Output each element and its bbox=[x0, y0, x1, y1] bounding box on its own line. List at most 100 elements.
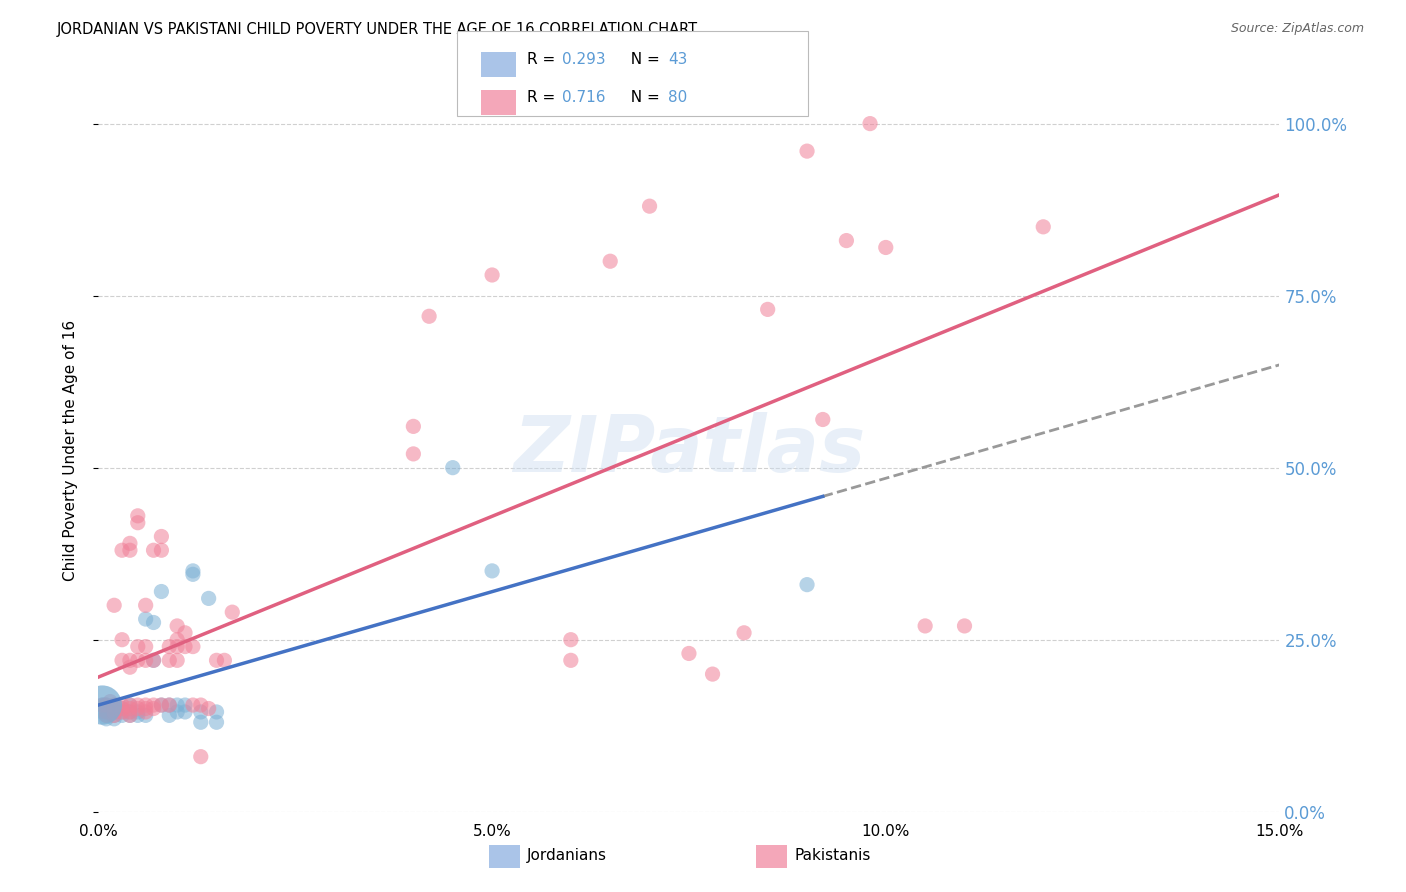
Point bbox=[103, 599, 125, 613]
Point bbox=[560, 632, 582, 647]
Text: ZIPatlas: ZIPatlas bbox=[513, 412, 865, 489]
Text: Pakistanis: Pakistanis bbox=[794, 848, 870, 863]
Point bbox=[135, 698, 157, 712]
Point bbox=[157, 698, 180, 712]
Point bbox=[135, 599, 157, 613]
Point bbox=[111, 632, 134, 647]
Point bbox=[118, 698, 141, 712]
Point bbox=[418, 310, 440, 324]
Point bbox=[796, 577, 818, 591]
Point bbox=[118, 543, 141, 558]
Point bbox=[103, 708, 125, 723]
Text: 0.716: 0.716 bbox=[562, 90, 606, 104]
Point bbox=[733, 625, 755, 640]
Point bbox=[127, 516, 149, 530]
Point bbox=[96, 705, 118, 719]
Point bbox=[98, 705, 121, 719]
Point bbox=[190, 698, 212, 712]
Point bbox=[190, 715, 212, 730]
Point bbox=[953, 619, 976, 633]
Point bbox=[150, 584, 173, 599]
Point bbox=[96, 712, 118, 726]
Text: 43: 43 bbox=[668, 52, 688, 67]
Point bbox=[181, 567, 204, 582]
Point bbox=[118, 698, 141, 712]
Point bbox=[96, 698, 118, 712]
Point bbox=[127, 653, 149, 667]
Point bbox=[756, 302, 779, 317]
Text: R =: R = bbox=[527, 52, 561, 67]
Point bbox=[142, 653, 165, 667]
Point bbox=[103, 708, 125, 723]
Point bbox=[221, 605, 243, 619]
Point bbox=[174, 698, 197, 712]
Point bbox=[91, 705, 114, 719]
Point bbox=[118, 536, 141, 550]
Point bbox=[127, 508, 149, 523]
Point bbox=[103, 698, 125, 712]
Point bbox=[118, 660, 141, 674]
Text: R =: R = bbox=[527, 90, 561, 104]
Point bbox=[481, 564, 503, 578]
Point bbox=[111, 543, 134, 558]
Text: JORDANIAN VS PAKISTANI CHILD POVERTY UNDER THE AGE OF 16 CORRELATION CHART: JORDANIAN VS PAKISTANI CHILD POVERTY UND… bbox=[56, 22, 697, 37]
Point bbox=[118, 708, 141, 723]
Point bbox=[166, 653, 188, 667]
Point bbox=[560, 653, 582, 667]
Point bbox=[111, 705, 134, 719]
Point bbox=[118, 705, 141, 719]
Point bbox=[638, 199, 661, 213]
Point bbox=[859, 117, 882, 131]
Point bbox=[142, 653, 165, 667]
Point bbox=[98, 695, 121, 709]
Point bbox=[98, 701, 121, 715]
Point bbox=[91, 698, 114, 712]
Point bbox=[174, 705, 197, 719]
Text: 0.293: 0.293 bbox=[562, 52, 606, 67]
Point bbox=[103, 705, 125, 719]
Point bbox=[174, 640, 197, 654]
Point bbox=[103, 712, 125, 726]
Text: N =: N = bbox=[621, 52, 665, 67]
Point bbox=[135, 701, 157, 715]
Text: 80: 80 bbox=[668, 90, 688, 104]
Point bbox=[127, 705, 149, 719]
Text: Jordanians: Jordanians bbox=[527, 848, 607, 863]
Point bbox=[127, 640, 149, 654]
Point bbox=[914, 619, 936, 633]
Point bbox=[91, 698, 114, 712]
Point bbox=[96, 705, 118, 719]
Text: Source: ZipAtlas.com: Source: ZipAtlas.com bbox=[1230, 22, 1364, 36]
Point bbox=[197, 591, 219, 606]
Point bbox=[174, 625, 197, 640]
Point bbox=[811, 412, 834, 426]
Point bbox=[142, 701, 165, 715]
Point bbox=[135, 708, 157, 723]
Point bbox=[190, 705, 212, 719]
Point bbox=[111, 698, 134, 712]
Point bbox=[96, 698, 118, 712]
Point bbox=[142, 698, 165, 712]
Point bbox=[166, 619, 188, 633]
Point bbox=[702, 667, 724, 681]
Point bbox=[91, 698, 114, 712]
Point bbox=[166, 632, 188, 647]
Point bbox=[402, 419, 425, 434]
Point bbox=[96, 708, 118, 723]
Point bbox=[214, 653, 236, 667]
Point bbox=[118, 701, 141, 715]
Point bbox=[111, 653, 134, 667]
Point bbox=[135, 653, 157, 667]
Point bbox=[402, 447, 425, 461]
Point bbox=[181, 698, 204, 712]
Point bbox=[93, 698, 115, 712]
Point bbox=[118, 705, 141, 719]
Point bbox=[118, 708, 141, 723]
Point bbox=[481, 268, 503, 282]
Point bbox=[127, 701, 149, 715]
Point bbox=[150, 543, 173, 558]
Point bbox=[197, 701, 219, 715]
Point bbox=[599, 254, 621, 268]
Point bbox=[150, 698, 173, 712]
Text: N =: N = bbox=[621, 90, 665, 104]
